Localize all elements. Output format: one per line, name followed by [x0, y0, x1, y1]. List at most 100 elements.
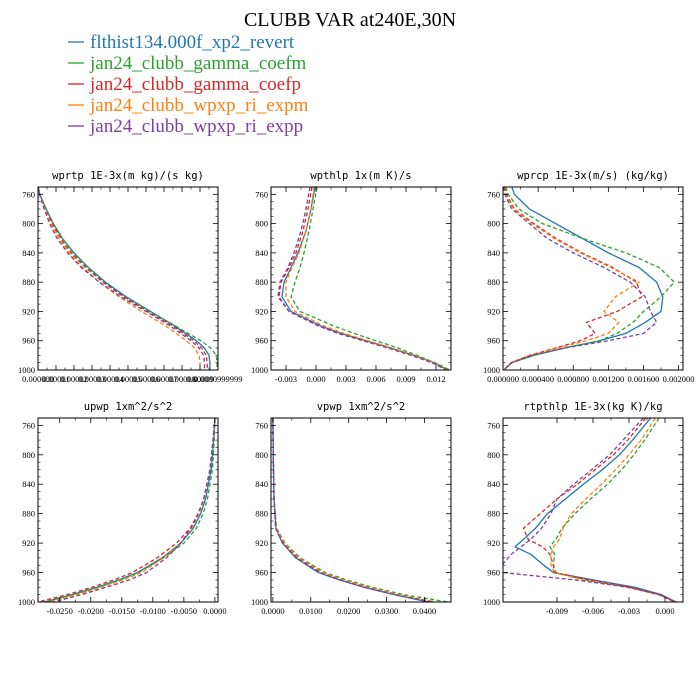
y-tick-label: 760	[22, 420, 35, 430]
figure-title: CLUBB VAR at240E,30N	[244, 9, 456, 31]
series-line	[272, 418, 436, 602]
x-tick-label: 0.000	[655, 606, 674, 616]
y-tick-label: 840	[22, 248, 35, 258]
y-tick-label: 840	[255, 479, 268, 489]
y-tick-label: 880	[22, 277, 35, 287]
y-tick-label: 920	[255, 538, 268, 548]
x-tick-label: 0.0300	[375, 606, 398, 616]
y-tick-label: 920	[22, 306, 35, 316]
series-line	[272, 418, 433, 602]
panel-frame	[502, 417, 684, 603]
legend-entry: flthist134.000f_xp2_revert	[90, 32, 295, 53]
series-line	[38, 187, 211, 370]
x-tick-label: 0.00001	[42, 374, 70, 384]
panel-title: wprcp 1E-3x(m/s) (kg/kg)	[517, 170, 669, 182]
y-tick-label: 800	[22, 219, 35, 229]
x-tick-label: -0.009	[546, 606, 568, 616]
x-tick-label: -0.003	[275, 374, 297, 384]
series-line	[38, 187, 208, 370]
panel-title: rtpthlp 1E-3x(kg K)/kg	[523, 401, 662, 413]
x-tick-label: -0.006	[582, 606, 604, 616]
series-line	[272, 418, 429, 602]
y-tick-label: 880	[22, 509, 35, 519]
y-tick-label: 960	[487, 336, 500, 346]
panel-4: upwp 1xm^2/s^2 760 800 840 880 920 960 1000 -0.0…	[18, 401, 227, 616]
x-tick-label: 0.00009	[186, 374, 214, 384]
series-group	[503, 187, 675, 370]
series-group	[277, 187, 451, 370]
y-tick-label: 1000	[251, 597, 268, 607]
y-tick-label: 920	[22, 538, 35, 548]
y-tick-label: 920	[255, 306, 268, 316]
panel-frame	[270, 417, 452, 603]
legend-entry: jan24_clubb_wpxp_ri_expp	[89, 116, 303, 137]
y-tick-label: 760	[487, 420, 500, 430]
x-tick-label: 0.0000	[261, 606, 284, 616]
x-tick-label: 0.001600	[628, 374, 660, 384]
x-tick-label: 0.000800	[557, 374, 589, 384]
x-tick-label: 0.0100	[299, 606, 322, 616]
series-line	[550, 418, 675, 602]
panels: wprtp 1E-3x(m kg)/(s kg) 760 800 840 880 920 9…	[18, 170, 695, 616]
series-line	[549, 418, 677, 602]
y-tick-label: 760	[255, 189, 268, 199]
panel-6: rtpthlp 1E-3x(kg K)/kg 760 800 840 880 920 960…	[483, 401, 684, 616]
panel-frame	[270, 186, 452, 371]
series-group	[38, 418, 216, 602]
panel-5: vpwp 1xm^2/s^2 760 800 840 880 920 960 10000.00…	[251, 401, 452, 616]
series-line	[38, 187, 218, 370]
panel-frame	[37, 417, 219, 603]
x-tick-label: 0.0000999999	[194, 374, 243, 384]
panel-2: wpthlp 1x(m K)/s 760 800 840 880 920 960 1000 -0…	[251, 170, 452, 384]
y-tick-label: 800	[22, 450, 35, 460]
series-line	[277, 187, 447, 370]
y-tick-label: 1000	[18, 365, 35, 375]
series-line	[45, 418, 216, 602]
series-group	[38, 187, 218, 370]
x-tick-label: 0.003	[336, 374, 355, 384]
x-tick-label: 0.000000	[22, 374, 54, 384]
panel-title: wprtp 1E-3x(m kg)/(s kg)	[52, 170, 204, 182]
x-tick-label: 0.00004	[96, 374, 124, 384]
y-tick-label: 880	[487, 277, 500, 287]
x-tick-label: -0.0200	[78, 606, 104, 616]
series-line	[38, 418, 216, 602]
x-tick-label: 0.00006	[132, 374, 160, 384]
y-tick-label: 800	[487, 219, 500, 229]
panel-1: wprtp 1E-3x(m kg)/(s kg) 760 800 840 880 920 9…	[18, 170, 242, 384]
y-tick-label: 960	[255, 336, 268, 346]
y-tick-label: 960	[22, 568, 35, 578]
series-line	[272, 418, 449, 602]
x-tick-label: 0.00003	[78, 374, 106, 384]
x-tick-label: 0.00008	[168, 374, 196, 384]
series-line	[44, 418, 216, 602]
series-line	[272, 418, 435, 602]
series-group	[272, 418, 449, 602]
x-tick-label: 0.00002	[60, 374, 88, 384]
x-tick-label: 0.009	[396, 374, 415, 384]
y-tick-label: 1000	[18, 597, 35, 607]
y-tick-label: 800	[255, 450, 268, 460]
panel-title: vpwp 1xm^2/s^2	[317, 401, 406, 413]
x-tick-label: -0.0100	[140, 606, 166, 616]
panel-title: wpthlp 1x(m K)/s	[310, 170, 411, 182]
series-line	[53, 418, 216, 602]
x-tick-label: -0.0250	[47, 606, 73, 616]
y-tick-label: 760	[22, 189, 35, 199]
panel-title: upwp 1xm^2/s^2	[84, 401, 173, 413]
y-tick-label: 1000	[483, 365, 500, 375]
y-tick-label: 920	[487, 306, 500, 316]
y-tick-label: 960	[255, 568, 268, 578]
x-tick-label: 0.000400	[522, 374, 554, 384]
legend-entry: jan24_clubb_gamma_coefp	[89, 74, 301, 95]
y-tick-label: 960	[22, 336, 35, 346]
x-tick-label: 0.001200	[592, 374, 624, 384]
x-tick-label: -0.0150	[109, 606, 135, 616]
series-group	[503, 418, 677, 602]
y-tick-label: 760	[487, 189, 500, 199]
x-tick-label: 0.00005	[114, 374, 142, 384]
y-tick-label: 1000	[251, 365, 268, 375]
y-tick-label: 840	[22, 479, 35, 489]
y-tick-label: 800	[487, 450, 500, 460]
y-tick-label: 760	[255, 420, 268, 430]
